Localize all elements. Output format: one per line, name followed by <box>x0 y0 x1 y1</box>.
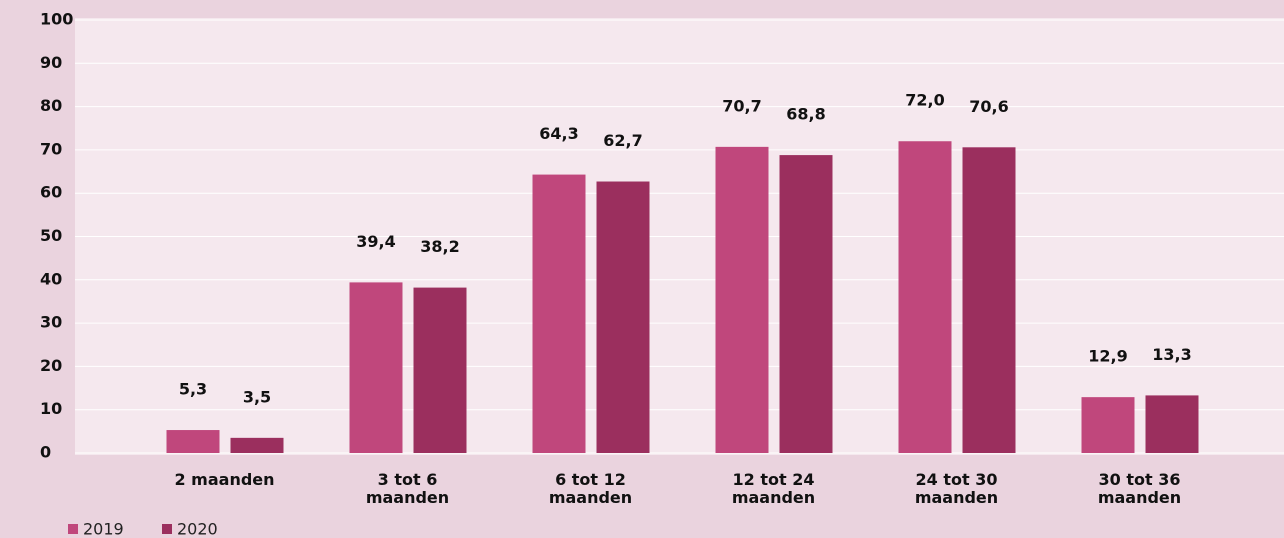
y-tick-label: 20 <box>40 356 62 375</box>
bar <box>779 155 833 453</box>
y-tick-label: 60 <box>40 183 62 202</box>
bar <box>166 430 220 453</box>
bar <box>413 287 467 453</box>
x-tick-label: 24 tot 30 maanden <box>914 470 999 507</box>
value-label: 62,7 <box>603 131 642 150</box>
x-tick-label: 2 maanden <box>174 470 275 489</box>
value-label: 3,5 <box>243 387 271 406</box>
bar <box>715 146 769 453</box>
legend-swatch <box>162 524 172 534</box>
legend-swatch <box>68 524 78 534</box>
y-tick-label: 0 <box>40 443 51 462</box>
bar <box>596 181 650 453</box>
value-label: 39,4 <box>356 232 395 251</box>
bar <box>532 174 586 453</box>
y-tick-label: 90 <box>40 53 62 72</box>
legend-label: 2019 <box>83 520 124 538</box>
value-label: 38,2 <box>420 237 459 256</box>
bar <box>1145 395 1199 453</box>
y-tick-label: 10 <box>40 399 62 418</box>
x-tick-label: 12 tot 24 maanden <box>731 470 816 507</box>
value-label: 72,0 <box>905 91 944 110</box>
y-tick-label: 30 <box>40 313 62 332</box>
y-tick-label: 80 <box>40 96 62 115</box>
x-tick-label: 30 tot 36 maanden <box>1097 470 1182 507</box>
bar <box>898 141 952 454</box>
legend-label: 2020 <box>177 520 218 538</box>
x-tick-label: 3 tot 6 maanden <box>365 470 450 507</box>
x-tick-label: 6 tot 12 maanden <box>548 470 633 507</box>
value-label: 68,8 <box>786 105 825 124</box>
value-label: 70,7 <box>722 96 761 115</box>
value-label: 5,3 <box>179 380 207 399</box>
bar <box>962 147 1016 453</box>
bar <box>349 282 403 453</box>
y-tick-label: 70 <box>40 139 62 158</box>
value-label: 13,3 <box>1152 345 1191 364</box>
value-label: 12,9 <box>1088 347 1127 366</box>
y-tick-label: 40 <box>40 269 62 288</box>
bar <box>1081 397 1135 453</box>
y-tick-label: 50 <box>40 226 62 245</box>
value-label: 70,6 <box>969 97 1008 116</box>
y-tick-label: 100 <box>40 10 73 29</box>
value-label: 64,3 <box>539 124 578 143</box>
bar <box>230 437 284 453</box>
